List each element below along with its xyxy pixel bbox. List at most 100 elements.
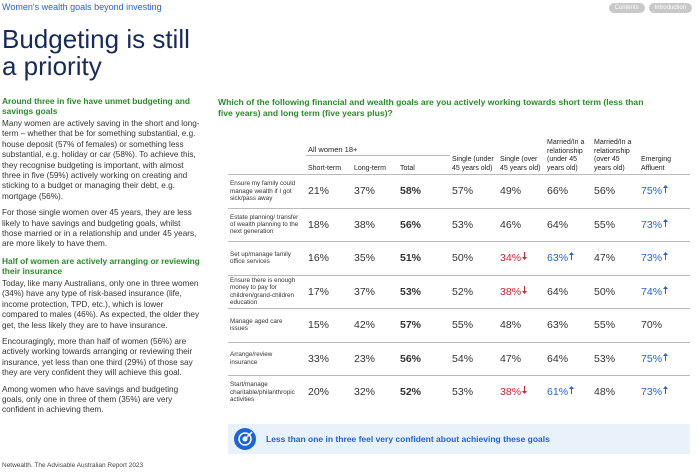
nav-button[interactable]: Introduction: [648, 3, 692, 13]
cell: 75%: [639, 174, 691, 208]
cell: 53%: [450, 207, 499, 242]
cell: 64%: [545, 207, 593, 242]
trend-arrow: [663, 285, 669, 294]
trend-arrow: [522, 252, 528, 261]
trend-arrow: [569, 252, 575, 261]
cell: 49%: [498, 174, 546, 208]
column-header: Total: [400, 164, 415, 172]
cell: 53%: [450, 375, 499, 409]
cell: 54%: [450, 341, 499, 376]
cell: 73%: [639, 207, 691, 242]
paragraph: For those single women over 45 years, th…: [2, 208, 197, 249]
cell: 64%: [545, 274, 593, 309]
section-label: Women's wealth goals beyond investing: [2, 2, 162, 12]
cell: 47%: [592, 241, 640, 275]
cell: 55%: [450, 308, 499, 342]
cell: 42%: [352, 308, 398, 342]
column-header: Married/In a relationship (under 45 year…: [547, 139, 585, 172]
cell: 50%: [450, 241, 499, 275]
row-label: Arrange/review insurance: [228, 341, 306, 376]
icon: [234, 428, 256, 450]
title: Budgeting is still a priority: [2, 24, 190, 81]
nav-button[interactable]: Contents: [608, 3, 645, 13]
cell: 70%: [639, 308, 691, 342]
row-label: Set up/manage family office services: [228, 241, 306, 275]
cell: 53%: [592, 341, 640, 376]
heading: Half of women are actively arranging or …: [2, 255, 200, 276]
callout: Less than one in three feel very confide…: [228, 424, 690, 454]
cell: 38%: [498, 274, 546, 309]
cell: 35%: [352, 241, 398, 275]
cell: 15%: [306, 308, 352, 342]
trend-arrow: [522, 285, 528, 294]
cell: 47%: [498, 341, 546, 376]
cell: 58%: [398, 174, 451, 208]
cell: 17%: [306, 274, 352, 309]
cell: 55%: [592, 308, 640, 342]
cell: 74%: [639, 274, 691, 309]
paragraph: Today, like many Australians, only one i…: [2, 278, 200, 330]
cell: 33%: [306, 341, 352, 376]
question: Which of the following financial and wea…: [218, 97, 644, 118]
cell: 23%: [352, 341, 398, 376]
trend-arrow: [663, 352, 669, 361]
cell: 48%: [592, 375, 640, 409]
row-label: Manage aged care issues: [228, 308, 306, 342]
cell: 38%: [352, 207, 398, 242]
cell: 53%: [398, 274, 451, 309]
cell: 61%: [545, 375, 593, 409]
cell: 63%: [545, 308, 593, 342]
cell: 18%: [306, 207, 352, 242]
cell: 57%: [450, 174, 499, 208]
cell: 56%: [398, 341, 451, 376]
row: Manage aged care issues 15% 42% 57% 55% 48% 63…: [228, 308, 691, 342]
cell: 16%: [306, 241, 352, 275]
cell: 34%: [498, 241, 546, 275]
row-label: Ensure there is enough money to pay for …: [228, 274, 306, 309]
cell: 37%: [352, 274, 398, 309]
row: Estate planning/ transfer of wealth plan…: [228, 207, 691, 242]
footer: Netwealth. The Advisable Australian Repo…: [2, 462, 144, 469]
paragraph: Encouragingly, more than half of women (…: [2, 336, 193, 378]
trend-arrow: [663, 386, 669, 395]
cell: 21%: [306, 174, 352, 208]
cell: 73%: [639, 375, 691, 409]
trend-arrow: [569, 386, 575, 395]
row: Ensure there is enough money to pay for …: [228, 274, 691, 309]
cell: 55%: [592, 207, 640, 242]
row-label: Ensure my family could manage wealth if …: [228, 174, 306, 208]
paragraph: Among women who have savings and budgeti…: [2, 384, 179, 415]
cell: 64%: [545, 341, 593, 376]
column-header: Single (under 45 years old): [452, 156, 494, 172]
cell: 57%: [398, 308, 451, 342]
left-column: Around three in five have unmet budgetin…: [2, 96, 202, 422]
cell: 63%: [545, 241, 593, 275]
trend-arrow: [663, 252, 669, 261]
cell: 38%: [498, 375, 546, 409]
paragraph: Many women are actively saving in the sh…: [2, 119, 200, 201]
row: Start/manage charitable/philanthropic ac…: [228, 375, 691, 409]
trend-arrow: [663, 218, 669, 227]
column-header: Married/In a relationship (over 45 years…: [594, 139, 632, 172]
cell: 52%: [398, 375, 451, 409]
column-header: Long-term: [354, 164, 386, 172]
cell: 73%: [639, 241, 691, 275]
cell: 32%: [352, 375, 398, 409]
cell: 20%: [306, 375, 352, 409]
cell: 51%: [398, 241, 451, 275]
table: All women 18+ Single (under 45 years old)…: [228, 138, 691, 409]
cell: 48%: [498, 308, 546, 342]
trend-arrow: [663, 185, 669, 194]
row: Ensure my family could manage wealth if …: [228, 174, 691, 208]
group-header: All women 18+: [306, 138, 451, 157]
row: Arrange/review insurance 33% 23% 56% 54% 47% 6…: [228, 341, 691, 376]
cell: 56%: [398, 207, 451, 242]
blank: [228, 138, 306, 175]
cell: 66%: [545, 174, 593, 208]
header-row: All women 18+ Single (under 45 years old)…: [228, 138, 690, 172]
row-label: Estate planning/ transfer of wealth plan…: [228, 207, 306, 242]
cell: 46%: [498, 207, 546, 242]
header-row: Short-term Long-term Total: [228, 156, 690, 175]
trend-arrow: [522, 386, 528, 395]
